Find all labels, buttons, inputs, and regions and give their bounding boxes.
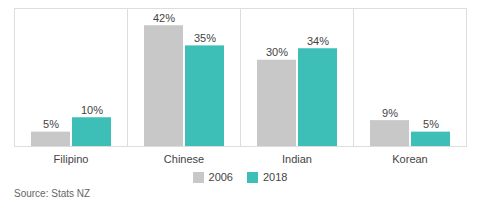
svg-text:Chinese: Chinese bbox=[164, 153, 204, 165]
svg-text:30%: 30% bbox=[266, 46, 288, 58]
svg-text:5%: 5% bbox=[423, 118, 439, 130]
html-text:2006: 2006 bbox=[208, 171, 233, 183]
svg-text:35%: 35% bbox=[194, 32, 216, 44]
svg-text:5%: 5% bbox=[43, 118, 59, 130]
svg-text:Indian: Indian bbox=[282, 153, 312, 165]
svg-text:34%: 34% bbox=[307, 35, 329, 47]
svg-text:10%: 10% bbox=[81, 104, 103, 116]
svg-text:Filipino: Filipino bbox=[54, 153, 89, 165]
svg-text:Korean: Korean bbox=[392, 153, 427, 165]
html-text:Source: Stats NZ: Source: Stats NZ bbox=[14, 188, 91, 199]
html-text:2018: 2018 bbox=[263, 171, 288, 183]
svg-text:42%: 42% bbox=[153, 12, 175, 24]
svg-text:9%: 9% bbox=[382, 107, 398, 119]
